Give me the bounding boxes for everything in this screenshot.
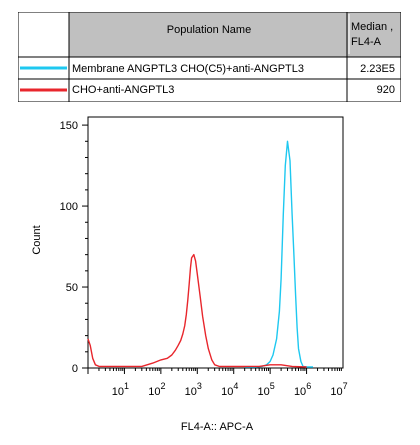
x-axis-title: FL4-A:: APC-A <box>181 421 254 433</box>
header-median-line1: Median , <box>351 21 394 33</box>
x-tick-label: 102 <box>148 381 165 398</box>
x-tick-label: 105 <box>258 381 275 398</box>
x-tick-label: 106 <box>294 381 311 398</box>
y-tick-label: 100 <box>60 201 78 213</box>
legend-row-median: 920 <box>376 84 395 96</box>
legend-table-grid <box>18 12 401 102</box>
y-tick-label: 50 <box>66 282 78 294</box>
x-tick-label: 103 <box>185 381 202 398</box>
legend-row-name: Membrane ANGPTL3 CHO(C5)+anti-ANGPTL3 <box>72 63 304 75</box>
header-median: Median , FL4-A <box>351 20 399 50</box>
series-cho-line <box>87 253 307 368</box>
x-tick-label: 107 <box>330 381 347 398</box>
header-population-name: Population Name <box>166 24 252 36</box>
header-median-line2: FL4-A <box>351 36 381 48</box>
y-tick-label: 0 <box>72 363 78 375</box>
legend-row-median: 2.23E5 <box>360 63 395 75</box>
plot-frame <box>87 116 344 369</box>
x-tick-label: 101 <box>112 381 129 398</box>
x-tick-label: 104 <box>221 381 238 398</box>
histogram-chart: 0 50 100 150 101 102 103 104 105 106 107 Count FL4… <box>31 116 348 433</box>
y-tick-label: 150 <box>60 120 78 132</box>
legend-table: Population Name Median , FL4-A Membrane … <box>18 12 401 102</box>
legend-row-name: CHO+anti-ANGPTL3 <box>72 84 175 96</box>
series-membrane-line <box>244 140 313 368</box>
y-axis-title: Count <box>31 225 43 254</box>
